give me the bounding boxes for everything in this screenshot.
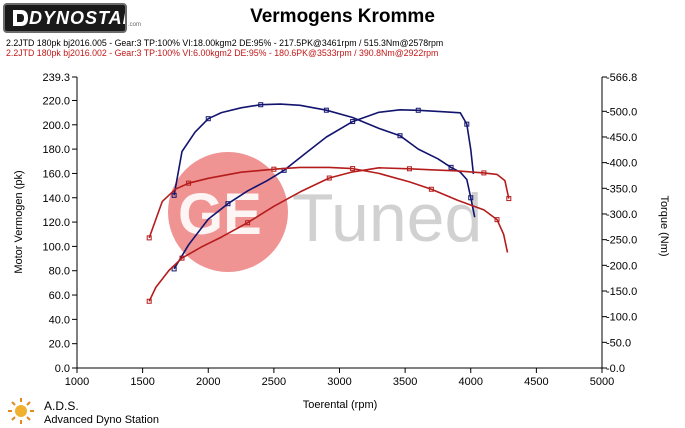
y2-tick-label: -350.0 [606, 183, 637, 195]
x-tick-label: 3500 [393, 376, 417, 388]
y-tick-label: 160.0 [42, 168, 70, 180]
x-tick-label: 1000 [65, 376, 89, 388]
series-marker-0 [397, 133, 403, 139]
y2-tick-label: -500.0 [606, 106, 637, 118]
run-info-1: 2.2JTD 180pk bj2016.005 - Gear:3 TP:100%… [6, 38, 444, 48]
y-tick-label: 180.0 [42, 144, 70, 156]
series-marker-3 [179, 255, 185, 261]
y-tick-label: 220.0 [42, 95, 70, 107]
series-marker-0 [448, 164, 454, 170]
y-tick-label: 100.0 [42, 241, 70, 253]
y2-tick-label: -300.0 [606, 209, 637, 221]
y-tick-label: 40.0 [49, 314, 70, 326]
y-tick-label: 140.0 [42, 193, 70, 205]
dynostar-logo-icon [13, 10, 28, 26]
x-tick-label: 4500 [524, 376, 548, 388]
series-marker-0 [468, 195, 474, 201]
ads-sun-logo-icon [8, 398, 34, 424]
series-marker-3 [481, 170, 487, 176]
y-tick-label: 20.0 [49, 339, 70, 351]
watermark: GE Tuned [168, 152, 482, 272]
y-tick-label: 0.0 [55, 363, 70, 375]
series-marker-2 [494, 217, 500, 223]
chart-title: Vermogens Kromme [250, 6, 435, 27]
series-marker-3 [326, 175, 332, 181]
series-marker-1 [415, 107, 421, 113]
logo-text: DYNOSTAR [29, 8, 127, 28]
watermark-circle [168, 152, 288, 272]
x-tick-label: 4000 [459, 376, 483, 388]
series-marker-1 [350, 119, 356, 125]
y-tick-label: 60.0 [49, 290, 70, 302]
y2-axis-label: Torque (Nm) [658, 195, 670, 256]
series-marker-1 [171, 266, 177, 272]
y-tick-label: 200.0 [42, 120, 70, 132]
x-tick-label: 1500 [130, 376, 154, 388]
series-marker-3 [406, 166, 412, 172]
watermark-text-tuned: Tuned [292, 180, 482, 256]
y-tick-label: 239.3 [42, 72, 70, 84]
y2-tick-label: -50.0 [606, 337, 631, 349]
series-marker-2 [146, 235, 152, 241]
series-layer [146, 102, 512, 304]
y-axis-label: Motor Vermogen (pk) [13, 170, 25, 273]
series-marker-1 [225, 201, 231, 207]
x-tick-label: 2000 [196, 376, 220, 388]
x-tick-label: 2500 [262, 376, 286, 388]
y2-tick-label: -200.0 [606, 260, 637, 272]
axes: Motor Vermogen (pk) Torque (Nm) Toerenta… [13, 72, 670, 411]
series-marker-2 [186, 180, 192, 186]
series-marker-1 [464, 121, 470, 127]
logo-suffix: .com [128, 22, 142, 28]
footer-name: Advanced Dyno Station [44, 414, 159, 426]
y2-tick-label: -150.0 [606, 286, 637, 298]
series-marker-3 [146, 298, 152, 304]
footer-abbr: A.D.S. [44, 399, 79, 413]
y-tick-label: 80.0 [49, 266, 70, 278]
y-tick-label: 120.0 [42, 217, 70, 229]
y2-tick-label: -250.0 [606, 235, 637, 247]
y2-tick-label: -566.8 [606, 72, 637, 84]
series-marker-2 [428, 186, 434, 192]
x-tick-label: 3000 [327, 376, 351, 388]
dynostar-logo: DYNOSTAR [3, 3, 127, 33]
x-axis-label: Toerental (rpm) [303, 399, 378, 411]
series-marker-0 [171, 192, 177, 198]
watermark-text-ge: GE [178, 182, 262, 247]
y2-tick-label: -450.0 [606, 132, 637, 144]
series-marker-0 [323, 107, 329, 113]
y2-tick-label: -100.0 [606, 312, 637, 324]
series-marker-0 [205, 116, 211, 122]
series-marker-3 [245, 220, 251, 226]
series-marker-0 [258, 102, 264, 108]
y2-tick-label: -0.0 [606, 363, 625, 375]
series-line-3 [148, 167, 510, 302]
series-marker-2 [271, 166, 277, 172]
run-info-2: 2.2JTD 180pk bj2016.002 - Gear:3 TP:100%… [6, 48, 439, 58]
series-marker-3 [506, 196, 512, 202]
series-marker-2 [350, 166, 356, 172]
y2-tick-label: -400.0 [606, 158, 637, 170]
series-line-1 [173, 109, 475, 270]
x-tick-label: 5000 [590, 376, 614, 388]
